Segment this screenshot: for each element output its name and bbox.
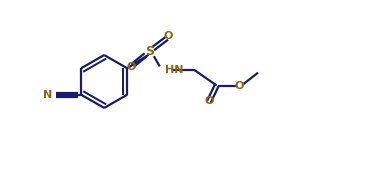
Text: N: N (43, 90, 52, 100)
Text: O: O (126, 62, 136, 72)
Text: O: O (235, 80, 244, 90)
Text: O: O (204, 96, 214, 106)
Text: O: O (164, 31, 173, 41)
Text: S: S (145, 45, 154, 58)
Text: HN: HN (165, 65, 183, 75)
